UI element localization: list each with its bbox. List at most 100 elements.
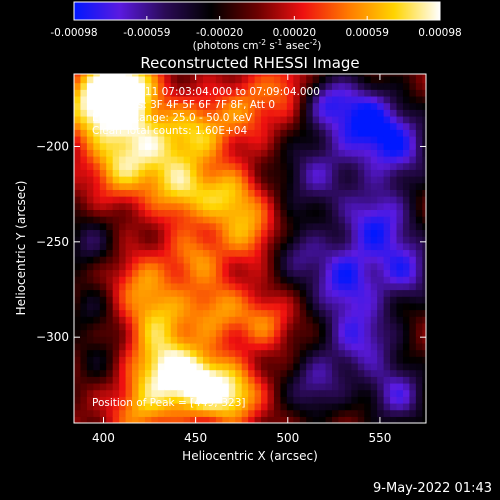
heatmap-cell bbox=[74, 349, 82, 357]
heatmap-cell bbox=[273, 135, 282, 144]
heatmap-cell bbox=[409, 162, 417, 170]
heatmap-cell bbox=[125, 162, 133, 170]
heatmap-cell bbox=[273, 362, 282, 371]
heatmap-cell bbox=[390, 135, 398, 144]
heatmap-cell bbox=[144, 349, 153, 357]
heatmap-cell bbox=[280, 402, 288, 411]
heatmap-cell bbox=[235, 256, 243, 264]
heatmap-cell bbox=[80, 269, 88, 277]
heatmap-cell bbox=[261, 149, 269, 157]
heatmap-cell bbox=[319, 142, 327, 150]
heatmap-cell bbox=[286, 129, 294, 137]
heatmap-cell bbox=[390, 289, 398, 297]
heatmap-cell bbox=[190, 129, 198, 137]
heatmap-cell bbox=[190, 75, 198, 84]
heatmap-cell bbox=[222, 222, 230, 231]
heatmap-cell bbox=[351, 216, 359, 224]
heatmap-cell bbox=[377, 402, 385, 411]
heatmap-cell bbox=[351, 142, 359, 150]
heatmap-cell bbox=[106, 229, 114, 237]
heatmap-cell bbox=[299, 229, 307, 237]
heatmap-cell bbox=[203, 409, 211, 417]
heatmap-cell bbox=[151, 289, 159, 297]
heatmap-cell bbox=[112, 336, 120, 344]
heatmap-cell bbox=[138, 369, 146, 377]
heatmap-cell bbox=[203, 102, 211, 110]
heatmap-cell bbox=[138, 75, 146, 84]
heatmap-cell bbox=[402, 162, 411, 170]
heatmap-cell bbox=[228, 216, 236, 224]
heatmap-cell bbox=[112, 329, 120, 337]
heatmap-cell bbox=[164, 289, 172, 297]
heatmap-cell bbox=[144, 182, 153, 190]
heatmap-cell bbox=[293, 296, 301, 304]
heatmap-cell bbox=[80, 169, 88, 177]
heatmap-cell bbox=[119, 216, 127, 224]
heatmap-cell bbox=[267, 102, 275, 110]
x-tick-label: 500 bbox=[276, 431, 299, 445]
heatmap-cell bbox=[157, 369, 165, 377]
heatmap-cell bbox=[267, 342, 275, 351]
heatmap-cell bbox=[338, 89, 346, 97]
heatmap-cell bbox=[261, 135, 269, 144]
heatmap-cell bbox=[99, 115, 107, 124]
heatmap-cell bbox=[267, 82, 275, 90]
heatmap-cell bbox=[209, 102, 217, 110]
heatmap-cell bbox=[93, 382, 101, 391]
heatmap-cell bbox=[132, 302, 140, 311]
heatmap-cell bbox=[196, 95, 204, 104]
heatmap-cell bbox=[80, 322, 88, 331]
heatmap-cell bbox=[402, 75, 411, 84]
heatmap-cell bbox=[325, 416, 333, 423]
heatmap-cell bbox=[99, 176, 107, 184]
heatmap-cell bbox=[125, 382, 133, 391]
heatmap-cell bbox=[286, 309, 294, 317]
heatmap-cell bbox=[344, 416, 352, 423]
heatmap-cell bbox=[177, 329, 185, 337]
heatmap-cell bbox=[293, 182, 301, 190]
heatmap-cell bbox=[396, 316, 404, 324]
heatmap-cell bbox=[222, 216, 230, 224]
heatmap-cell bbox=[138, 309, 146, 317]
heatmap-cell bbox=[415, 362, 423, 371]
heatmap-cell bbox=[390, 316, 398, 324]
heatmap-cell bbox=[222, 189, 230, 197]
heatmap-cell bbox=[235, 369, 243, 377]
heatmap-cell bbox=[377, 302, 385, 311]
heatmap-cell bbox=[299, 189, 307, 197]
heatmap-cell bbox=[235, 129, 243, 137]
heatmap-cell bbox=[144, 169, 153, 177]
heatmap-cell bbox=[280, 416, 288, 423]
heatmap-cell bbox=[86, 149, 94, 157]
heatmap-cell bbox=[402, 369, 411, 377]
heatmap-cell bbox=[112, 216, 120, 224]
heatmap-cell bbox=[80, 289, 88, 297]
heatmap-cell bbox=[319, 229, 327, 237]
heatmap-cell bbox=[293, 74, 301, 77]
heatmap-cell bbox=[222, 89, 230, 97]
heatmap-cell bbox=[267, 129, 275, 137]
heatmap-cell bbox=[383, 129, 391, 137]
heatmap-cell bbox=[93, 122, 101, 130]
heatmap-cell bbox=[209, 309, 217, 317]
heatmap-cell bbox=[119, 74, 127, 77]
heatmap-cell bbox=[383, 282, 391, 291]
heatmap-cell bbox=[332, 376, 340, 384]
heatmap-cell bbox=[248, 109, 256, 117]
heatmap-cell bbox=[132, 135, 140, 144]
heatmap-cell bbox=[196, 162, 204, 170]
heatmap-cell bbox=[209, 202, 217, 211]
heatmap-cell bbox=[151, 75, 159, 84]
heatmap-cell bbox=[151, 89, 159, 97]
heatmap-cell bbox=[164, 109, 172, 117]
heatmap-cell bbox=[93, 216, 101, 224]
heatmap-cell bbox=[280, 142, 288, 150]
heatmap-cell bbox=[144, 156, 153, 164]
heatmap-cell bbox=[177, 202, 185, 211]
heatmap-cell bbox=[125, 189, 133, 197]
heatmap-cell bbox=[144, 342, 153, 351]
heatmap-cell bbox=[357, 189, 365, 197]
heatmap-cell bbox=[267, 236, 275, 244]
heatmap-cell bbox=[209, 269, 217, 277]
heatmap-cell bbox=[261, 322, 269, 331]
